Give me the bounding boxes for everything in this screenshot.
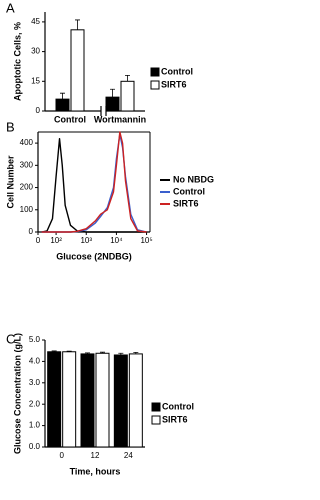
figure: A B C 0 15 30 45 Apoptotic Cells, % Control Wo… [5, 0, 214, 476]
histogram-line [41, 131, 147, 233]
panel-label: A [6, 0, 15, 15]
y-tick-label: 15 [31, 76, 40, 85]
error-bar [51, 350, 57, 352]
bar [95, 352, 110, 448]
y-tick-label: 4.0 [29, 357, 41, 366]
legend-label: Control [162, 401, 194, 411]
bar [70, 29, 85, 112]
bar [62, 351, 77, 448]
x-tick-label: 10⁴ [110, 236, 123, 245]
y-tick-label: 45 [31, 17, 40, 26]
x-axis-title: Glucose (2NDBG) [56, 251, 132, 261]
y-axis-title: Glucose Concentration (g/L) [12, 333, 22, 454]
error-bar [60, 92, 65, 100]
error-bar [125, 74, 130, 82]
error-bar [118, 352, 124, 355]
y-tick-label: 100 [20, 205, 34, 214]
legend-swatch [151, 415, 161, 425]
y-tick-label: 300 [20, 160, 34, 169]
y-tick-label: 400 [20, 138, 34, 147]
x-tick-label: 12 [91, 451, 100, 460]
error-bar [85, 352, 90, 354]
x-tick-label: Control [54, 114, 86, 124]
bar [113, 354, 128, 448]
y-axis-title: Apoptotic Cells, % [12, 22, 22, 101]
y-tick-label: 200 [20, 183, 34, 192]
error-bar [133, 352, 139, 354]
y-tick-label: 0.0 [29, 442, 41, 451]
x-tick-label: 10² [50, 236, 62, 245]
legend-label: SIRT6 [173, 198, 199, 208]
bar [120, 80, 135, 112]
legend-label: Control [161, 66, 193, 76]
y-axis-title: Cell Number [5, 155, 15, 209]
y-tick-label: 0 [36, 106, 41, 115]
panel-label: C [6, 331, 15, 346]
legend-label: Control [173, 186, 205, 196]
x-tick-label: 0 [59, 451, 64, 460]
error-bar [110, 88, 115, 98]
legend-label: No NBDG [173, 174, 214, 184]
y-tick-label: 3.0 [29, 378, 41, 387]
error-bar [66, 350, 72, 352]
legend-swatch [150, 67, 160, 77]
legend-swatch [150, 80, 160, 90]
y-tick-label: 1.0 [29, 421, 41, 430]
x-tick-label: Wortmannin [94, 114, 146, 124]
y-tick-label: 30 [31, 47, 40, 56]
x-tick-label: 10³ [80, 236, 92, 245]
bar [55, 98, 70, 112]
bar [80, 353, 95, 448]
y-tick-label: 0 [29, 227, 34, 236]
legend-label: SIRT6 [161, 79, 187, 89]
bar [105, 96, 120, 112]
x-tick-label: 24 [124, 451, 133, 460]
error-bar [100, 351, 105, 354]
bar [128, 353, 143, 448]
x-tick-label: 0 [36, 236, 41, 245]
error-bar [75, 19, 80, 30]
histogram-line [41, 137, 147, 233]
x-tick-label: 10⁵ [140, 236, 152, 245]
x-axis-title: Time, hours [70, 466, 121, 476]
y-tick-label: 2.0 [29, 399, 41, 408]
y-tick-label: 5.0 [29, 335, 41, 344]
panel-label: B [6, 119, 15, 134]
bar [47, 351, 62, 448]
legend-label: SIRT6 [162, 414, 188, 424]
axis-break [101, 108, 106, 115]
legend-swatch [151, 402, 161, 412]
